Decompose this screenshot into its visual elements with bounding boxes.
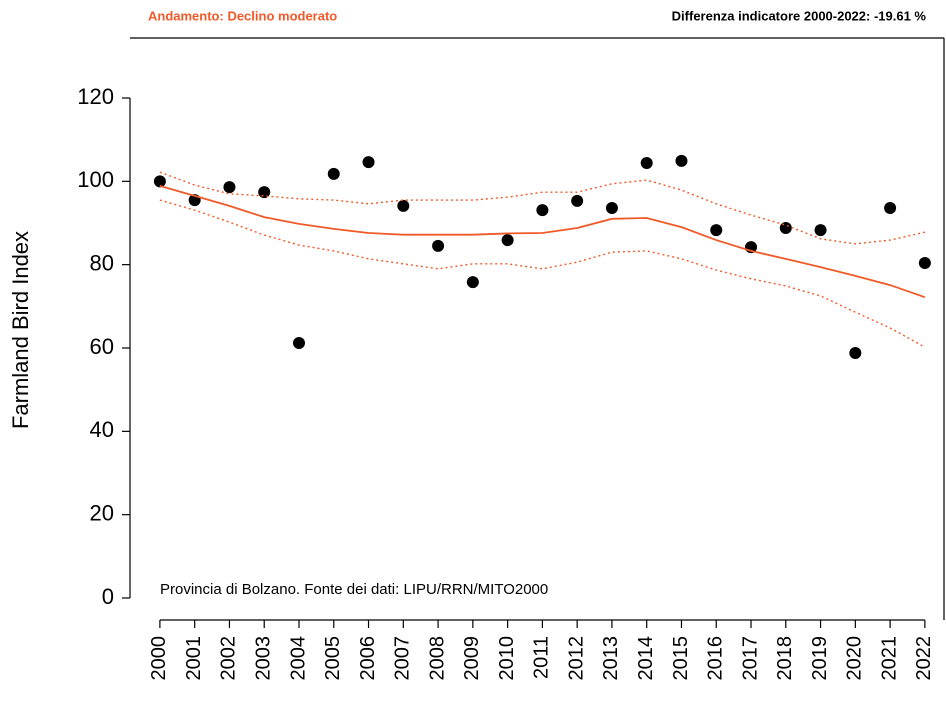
- data-point: [918, 257, 931, 269]
- y-tick-label: 60: [90, 334, 114, 359]
- y-tick-label: 120: [77, 84, 114, 109]
- y-axis-label: Farmland Bird Index: [8, 231, 33, 429]
- data-point: [640, 157, 653, 169]
- x-tick-label: 2010: [496, 636, 518, 681]
- x-tick-label: 2000: [148, 636, 170, 681]
- chart-title: Andamento: Declino moderato: [148, 8, 337, 23]
- x-tick-label: 2020: [844, 636, 866, 681]
- confidence-line: [159, 171, 926, 245]
- data-point: [292, 337, 305, 349]
- y-tick-label: 80: [90, 250, 114, 275]
- x-tick-label: 2015: [670, 636, 692, 681]
- x-tick-label: 2008: [426, 636, 448, 681]
- data-point: [710, 224, 723, 237]
- data-point: [849, 347, 862, 359]
- data-point: [501, 234, 514, 247]
- x-tick-label: 2021: [878, 636, 900, 681]
- data-point: [397, 199, 410, 212]
- x-tick-label: 2017: [739, 636, 761, 681]
- x-tick-label: 2002: [218, 636, 240, 681]
- trend-line: [159, 185, 926, 299]
- x-tick-label: 2013: [600, 636, 622, 681]
- x-tick-label: 2018: [774, 636, 796, 681]
- y-tick-label: 0: [102, 584, 114, 609]
- x-tick-label: 2001: [183, 636, 205, 681]
- data-point: [327, 167, 340, 180]
- source-note: Provincia di Bolzano. Fonte dei dati: LI…: [160, 581, 548, 598]
- data-point: [536, 204, 549, 217]
- x-tick-label: 2003: [252, 636, 274, 681]
- data-point: [779, 222, 792, 234]
- x-tick-label: 2014: [635, 636, 657, 681]
- x-tick-label: 2012: [565, 636, 587, 681]
- x-tick-label: 2022: [913, 636, 935, 681]
- y-tick-label: 100: [77, 167, 114, 192]
- data-point: [153, 175, 166, 188]
- x-tick-label: 2011: [531, 636, 553, 679]
- x-tick-label: 2006: [357, 636, 379, 681]
- data-point: [258, 186, 271, 199]
- confidence-line: [159, 199, 926, 348]
- data-point: [466, 276, 479, 289]
- x-tick-label: 2007: [392, 636, 414, 681]
- data-point: [362, 156, 375, 169]
- data-point: [884, 202, 897, 214]
- y-tick-label: 20: [90, 500, 114, 525]
- data-point: [432, 239, 445, 252]
- x-tick-label: 2016: [705, 636, 727, 681]
- chart-subtitle: Differenza indicatore 2000-2022: -19.61 …: [672, 8, 927, 23]
- x-tick-label: 2004: [287, 636, 309, 681]
- y-tick-label: 40: [90, 417, 114, 442]
- data-point: [223, 181, 236, 194]
- data-point: [605, 202, 618, 214]
- x-tick-label: 2009: [461, 636, 483, 681]
- data-point: [571, 194, 584, 207]
- x-tick-label: 2005: [322, 636, 344, 681]
- data-point: [814, 224, 827, 237]
- data-point: [675, 154, 688, 167]
- x-tick-label: 2019: [809, 636, 831, 681]
